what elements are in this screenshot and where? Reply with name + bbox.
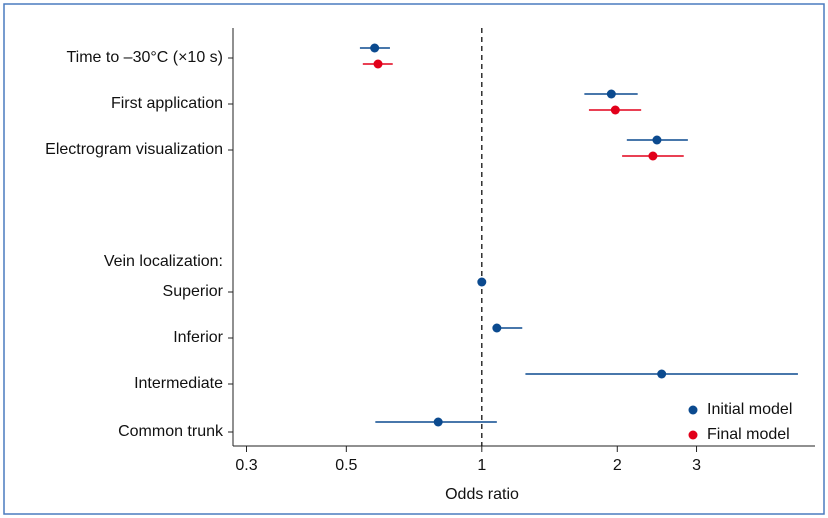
point — [433, 417, 443, 427]
point — [606, 89, 616, 99]
x-tick-label: 0.3 — [235, 457, 257, 474]
row-label: Inferior — [173, 329, 223, 346]
point — [610, 105, 620, 115]
x-tick-label: 1 — [477, 457, 486, 474]
x-tick-label: 3 — [692, 457, 701, 474]
point — [648, 151, 658, 161]
row-label: Intermediate — [134, 375, 223, 392]
frame — [3, 3, 825, 515]
point — [477, 277, 487, 287]
x-tick-label: 0.5 — [335, 457, 357, 474]
legend-marker — [688, 430, 698, 440]
point — [492, 323, 502, 333]
x-axis-label: Odds ratio — [445, 486, 519, 503]
row-label: Superior — [163, 283, 224, 300]
legend-marker — [688, 405, 698, 415]
point — [373, 59, 383, 69]
legend-label: Final model — [707, 426, 790, 443]
row-label: Vein localization: — [104, 253, 223, 270]
row-label: Electrogram visualization — [45, 141, 223, 158]
row-label: Common trunk — [118, 423, 224, 440]
legend-label: Initial model — [707, 401, 792, 418]
point — [657, 369, 667, 379]
row-label: Time to –30°C (×10 s) — [66, 49, 223, 66]
point — [652, 135, 662, 145]
row-label: First application — [111, 95, 223, 112]
x-tick-label: 2 — [613, 457, 622, 474]
point — [370, 43, 380, 53]
